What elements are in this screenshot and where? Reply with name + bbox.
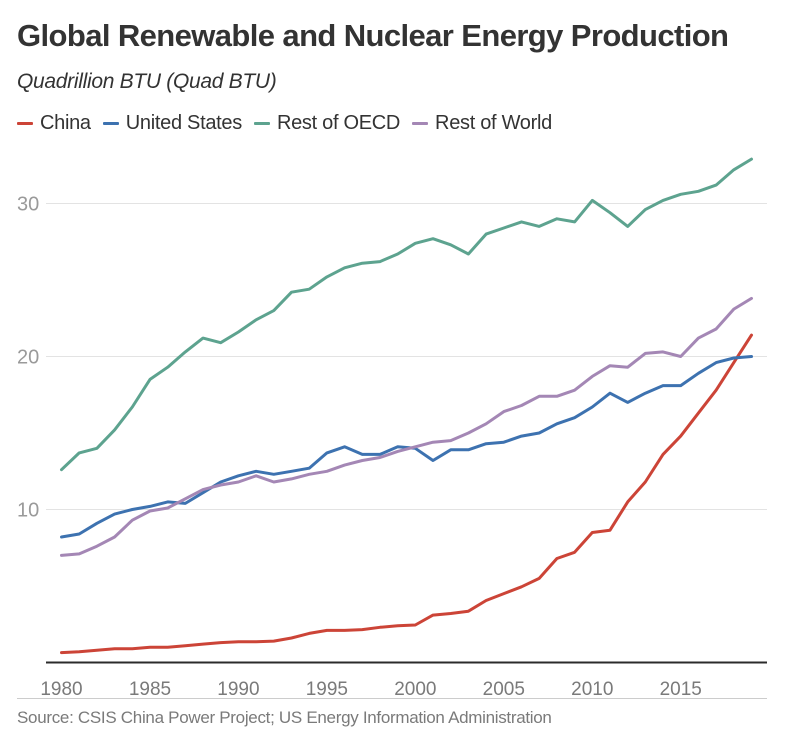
legend-item-china[interactable]: China — [17, 112, 91, 135]
series-lines — [60, 157, 753, 655]
y-tick-label-10: 10 — [17, 500, 39, 522]
legend-swatch-china — [17, 122, 33, 125]
series-line-rest-of-world — [60, 296, 753, 557]
legend-swatch-united-states — [102, 122, 119, 125]
y-axis-ticks: 10 20 30 — [17, 194, 39, 522]
y-tick-label-30: 30 — [17, 194, 39, 216]
x-axis-ticks: 1980 1985 1990 1995 2000 2005 2010 2015 — [40, 679, 702, 700]
legend-item-rest-of-world[interactable]: Rest of World — [412, 112, 552, 135]
legend-label: Rest of World — [435, 112, 552, 134]
chart-subtitle: Quadrillion BTU (Quad BTU) — [17, 70, 277, 93]
legend-label: United States — [125, 112, 242, 134]
x-tick-label-1995: 1995 — [306, 679, 348, 700]
legend-swatch-rest-of-oecd — [253, 122, 270, 125]
x-tick-label-1980: 1980 — [40, 679, 82, 700]
x-tick-label-2015: 2015 — [660, 679, 702, 700]
legend-label: China — [40, 112, 91, 134]
x-tick-label-2005: 2005 — [483, 679, 525, 700]
x-tick-label-2000: 2000 — [394, 679, 436, 700]
footer-divider — [17, 698, 767, 699]
chart-title: Global Renewable and Nuclear Energy Prod… — [17, 18, 729, 53]
y-tick-label-20: 20 — [17, 347, 39, 369]
legend: China United States Rest of OECD Rest of… — [17, 112, 564, 135]
series-line-rest-of-oecd — [60, 157, 753, 472]
x-tick-label-2010: 2010 — [571, 679, 613, 700]
source-note: Source: CSIS China Power Project; US Ene… — [17, 708, 552, 727]
legend-label: Rest of OECD — [276, 112, 401, 134]
legend-swatch-rest-of-world — [412, 122, 429, 125]
x-tick-label-1985: 1985 — [129, 679, 171, 700]
x-tick-label-1990: 1990 — [217, 679, 259, 700]
series-line-china — [60, 333, 753, 655]
legend-item-rest-of-oecd[interactable]: Rest of OECD — [253, 112, 401, 135]
legend-item-united-states[interactable]: United States — [102, 112, 242, 135]
